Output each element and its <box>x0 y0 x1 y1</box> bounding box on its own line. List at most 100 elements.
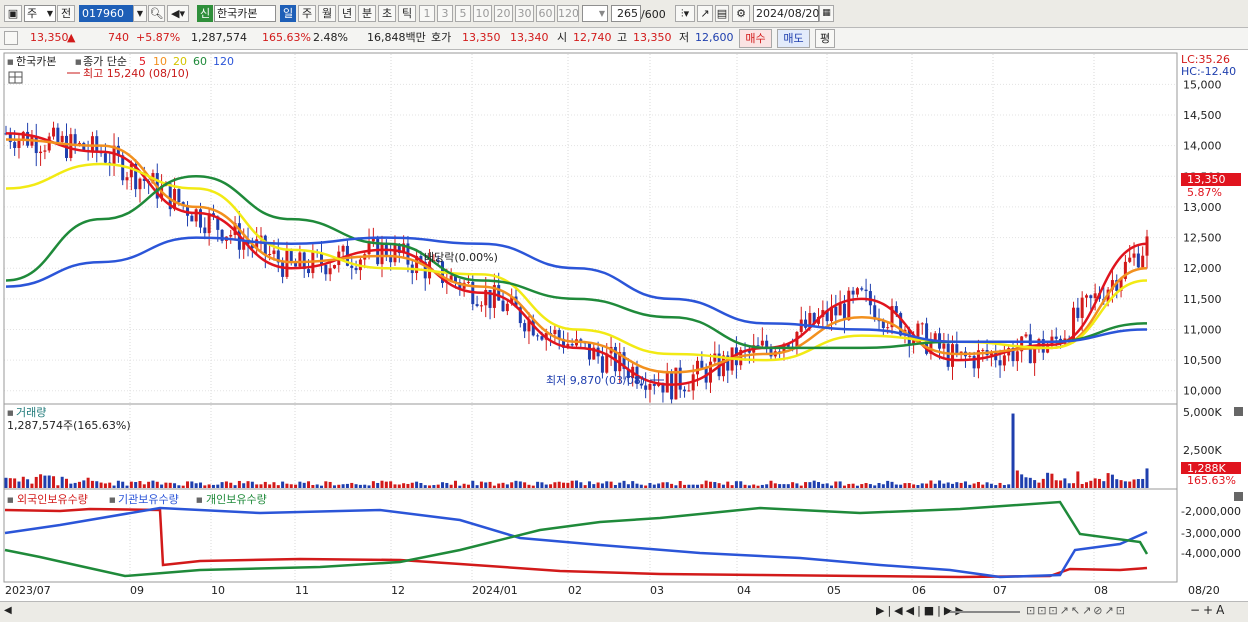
volume-bar <box>423 485 427 488</box>
candle-body <box>942 343 946 349</box>
ask-price-2: 13,340 <box>510 31 549 44</box>
candle-body <box>294 262 298 267</box>
volume-bar <box>968 484 972 488</box>
candle-body <box>73 134 77 144</box>
drawing-tools-icon[interactable]: ⊡⊡⊡↗↖↗⊘↗⊡ <box>1026 604 1127 617</box>
candle-body <box>466 281 470 283</box>
volume-bar <box>951 483 955 488</box>
volume-bar <box>1110 474 1114 488</box>
volume-bar <box>886 480 890 488</box>
candle-body <box>726 355 730 371</box>
volume-bar <box>384 481 388 488</box>
volume-bar <box>203 485 207 488</box>
volume-bar <box>985 482 989 488</box>
candle-body <box>1046 345 1050 353</box>
volume-bar <box>1089 480 1093 488</box>
volume-bar <box>492 485 496 488</box>
zoom-controls-icon[interactable]: −+A <box>1190 603 1228 617</box>
search-icon[interactable]: 🔍︎ <box>148 5 165 22</box>
sell-button[interactable]: 매도 <box>777 29 810 48</box>
candle-type-icon[interactable]: ⫶▾ <box>675 5 695 22</box>
num-button-20[interactable]: 20 <box>494 5 513 22</box>
date-input[interactable]: 2024/08/20 <box>753 5 819 22</box>
volume-tag: 1,288K <box>1187 462 1226 475</box>
volume-bar <box>1020 474 1024 488</box>
avg-button[interactable]: 평 <box>815 29 835 48</box>
volume-bar <box>786 484 790 488</box>
gear-icon[interactable]: ⚙ <box>732 5 750 22</box>
volume-bar <box>579 482 583 488</box>
speaker-icon[interactable]: ◀▾ <box>167 5 189 22</box>
num-button-120[interactable]: 120 <box>557 5 579 22</box>
volume-bar <box>708 481 712 488</box>
period-minute-button[interactable]: 분 <box>358 5 376 22</box>
candle-body <box>721 355 725 377</box>
volume-bar <box>39 474 43 488</box>
period-month-button[interactable]: 월 <box>318 5 336 22</box>
volume-bar <box>838 481 842 488</box>
num-button-3[interactable]: 3 <box>437 5 453 22</box>
calendar-icon[interactable]: ▦ <box>819 5 834 22</box>
volume-bar <box>151 480 155 488</box>
candle-body <box>989 352 993 356</box>
stock-name-field[interactable]: 한국카본 <box>214 5 276 22</box>
zoom-slider[interactable] <box>950 611 1020 613</box>
candle-body <box>933 333 937 341</box>
playback-controls[interactable]: ▶|◀◀|■|▶▶ <box>876 604 967 617</box>
candle-body <box>380 243 384 265</box>
candle-body <box>1115 280 1119 291</box>
candle-body <box>186 205 190 216</box>
scroll-left-icon[interactable]: ◀ <box>4 605 12 616</box>
window-icon[interactable]: ▣ <box>4 5 22 22</box>
num-button-30[interactable]: 30 <box>515 5 534 22</box>
volume-bar <box>1011 413 1015 488</box>
volume-bar <box>488 481 492 488</box>
stock-chart[interactable]: 15,00014,50014,00013,50013,00012,50012,0… <box>0 50 1248 601</box>
buy-button[interactable]: 매수 <box>739 29 772 48</box>
candle-body <box>397 244 401 254</box>
period-day-button[interactable]: 일 <box>280 5 296 22</box>
volume-bar <box>1145 468 1149 488</box>
volume-bar <box>4 477 8 488</box>
period-tick-button[interactable]: 틱 <box>398 5 416 22</box>
volume-bar <box>233 485 237 488</box>
code-input[interactable]: 017960 <box>79 5 135 22</box>
period-year-button[interactable]: 년 <box>338 5 356 22</box>
candle-body <box>190 215 194 222</box>
num-button-60[interactable]: 60 <box>536 5 555 22</box>
candle-body <box>220 229 224 241</box>
volume-bar <box>635 483 639 488</box>
x-tick-label: 10 <box>211 584 225 597</box>
save-icon[interactable]: ▤ <box>715 5 729 22</box>
count-input[interactable]: 265 <box>611 5 641 22</box>
price-change-pct: +5.87% <box>136 31 181 44</box>
volume-bar <box>307 481 311 488</box>
count-total: /600 <box>641 8 666 21</box>
checkbox-icon[interactable] <box>4 31 18 45</box>
candle-body <box>518 307 522 324</box>
volume-bar <box>103 483 107 488</box>
ask-price-1: 13,350 <box>462 31 501 44</box>
num-button-5[interactable]: 5 <box>455 5 471 22</box>
period-week-button[interactable]: 주 <box>298 5 316 22</box>
num-button-10[interactable]: 10 <box>473 5 492 22</box>
interval-select[interactable]: ▼ <box>582 5 608 22</box>
volume-bar <box>605 481 609 488</box>
prev-button[interactable]: 전 <box>57 5 75 22</box>
volume-bar <box>1050 473 1054 488</box>
draw-tool-icon[interactable]: ↗ <box>697 5 713 22</box>
candle-body <box>700 360 704 368</box>
volume-bar <box>587 481 591 488</box>
candle-body <box>652 383 656 386</box>
volume-bar <box>229 482 233 488</box>
num-button-1[interactable]: 1 <box>419 5 435 22</box>
candle-body <box>1080 297 1084 318</box>
volume-bar <box>397 484 401 488</box>
candle-body <box>531 319 535 336</box>
code-dropdown-icon[interactable]: ▼ <box>133 5 147 22</box>
candle-body <box>307 269 311 274</box>
period-second-button[interactable]: 초 <box>378 5 396 22</box>
volume-bar <box>328 481 332 488</box>
period-select[interactable]: 주 ▼ <box>24 5 56 22</box>
candle-body <box>769 348 773 357</box>
